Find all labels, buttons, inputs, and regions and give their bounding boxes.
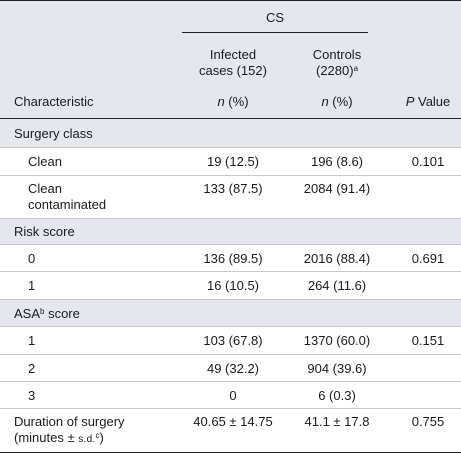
row-label: Clean contaminated [28, 181, 107, 212]
row-label: 3 [28, 388, 36, 403]
infected-value: 103 (67.8) [203, 333, 263, 348]
table-row: 2 49 (32.2) 904 (39.6) [0, 355, 461, 382]
infected-cases-header: Infected cases (152) [199, 47, 267, 78]
controls-value: 2016 (88.4) [303, 251, 371, 266]
infected-value: 19 (12.5) [206, 154, 260, 169]
controls-header: Controls (2280)a [312, 47, 362, 78]
table-row-duration: Duration of surgery (minutes ± s.d.c) 40… [0, 409, 461, 453]
section-row-surgery-class: Surgery class [0, 119, 461, 148]
infected-value: 133 (87.5) [203, 181, 263, 196]
controls-value: 6 (0.3) [318, 388, 356, 403]
controls-value: 904 (39.6) [307, 361, 367, 376]
table-row: Clean 19 (12.5) 196 (8.6) 0.101 [0, 148, 461, 176]
row-label: 2 [28, 361, 36, 376]
row-label: Clean [28, 154, 62, 169]
row-label: Risk score [14, 224, 75, 239]
infected-value: 136 (89.5) [203, 251, 263, 266]
row-label: 1 [28, 278, 36, 293]
table-row: 1 16 (10.5) 264 (11.6) [0, 272, 461, 300]
table-row: 3 0 6 (0.3) [0, 382, 461, 409]
group-label-cs: CS [265, 10, 285, 25]
controls-value: 41.1 ± 17.8 [304, 414, 370, 429]
controls-value: 264 (11.6) [307, 278, 367, 293]
controls-value: 1370 (60.0) [303, 333, 371, 348]
table-header: CS Infected cases (152) Controls (2280)a… [0, 0, 461, 119]
n-pct-header-infected: n (%) [217, 94, 249, 109]
table-row: Clean contaminated 133 (87.5) 2084 (91.4… [0, 176, 461, 219]
characteristic-header: Characteristic [14, 94, 94, 109]
section-row-risk-score: Risk score [0, 219, 461, 245]
table-row: 1 103 (67.8) 1370 (60.0) 0.151 [0, 327, 461, 355]
row-label: Duration of surgery (minutes ± s.d.c) [14, 414, 125, 445]
table-row: 0 136 (89.5) 2016 (88.4) 0.691 [0, 245, 461, 272]
footnote-a: a [353, 64, 359, 73]
row-label: Surgery class [14, 126, 93, 141]
infected-value: 0 [229, 388, 237, 403]
p-value-header: P Value [405, 94, 451, 109]
group-rule [182, 32, 368, 33]
row-label: 1 [28, 333, 36, 348]
section-row-asa-score: ASAb score [0, 300, 461, 327]
footnote-c: c [95, 431, 100, 440]
n-pct-header-controls: n (%) [321, 94, 353, 109]
p-value: 0.755 [411, 414, 445, 429]
p-value: 0.101 [411, 154, 445, 169]
p-value: 0.151 [411, 333, 445, 348]
infected-value: 40.65 ± 14.75 [193, 414, 273, 429]
infected-value: 49 (32.2) [206, 361, 260, 376]
controls-value: 196 (8.6) [310, 154, 364, 169]
footnote-b: b [40, 307, 45, 316]
row-label: ASAb score [14, 306, 80, 321]
p-value: 0.691 [411, 251, 445, 266]
infected-value: 16 (10.5) [206, 278, 260, 293]
row-label: 0 [28, 251, 36, 266]
controls-value: 2084 (91.4) [303, 181, 371, 196]
